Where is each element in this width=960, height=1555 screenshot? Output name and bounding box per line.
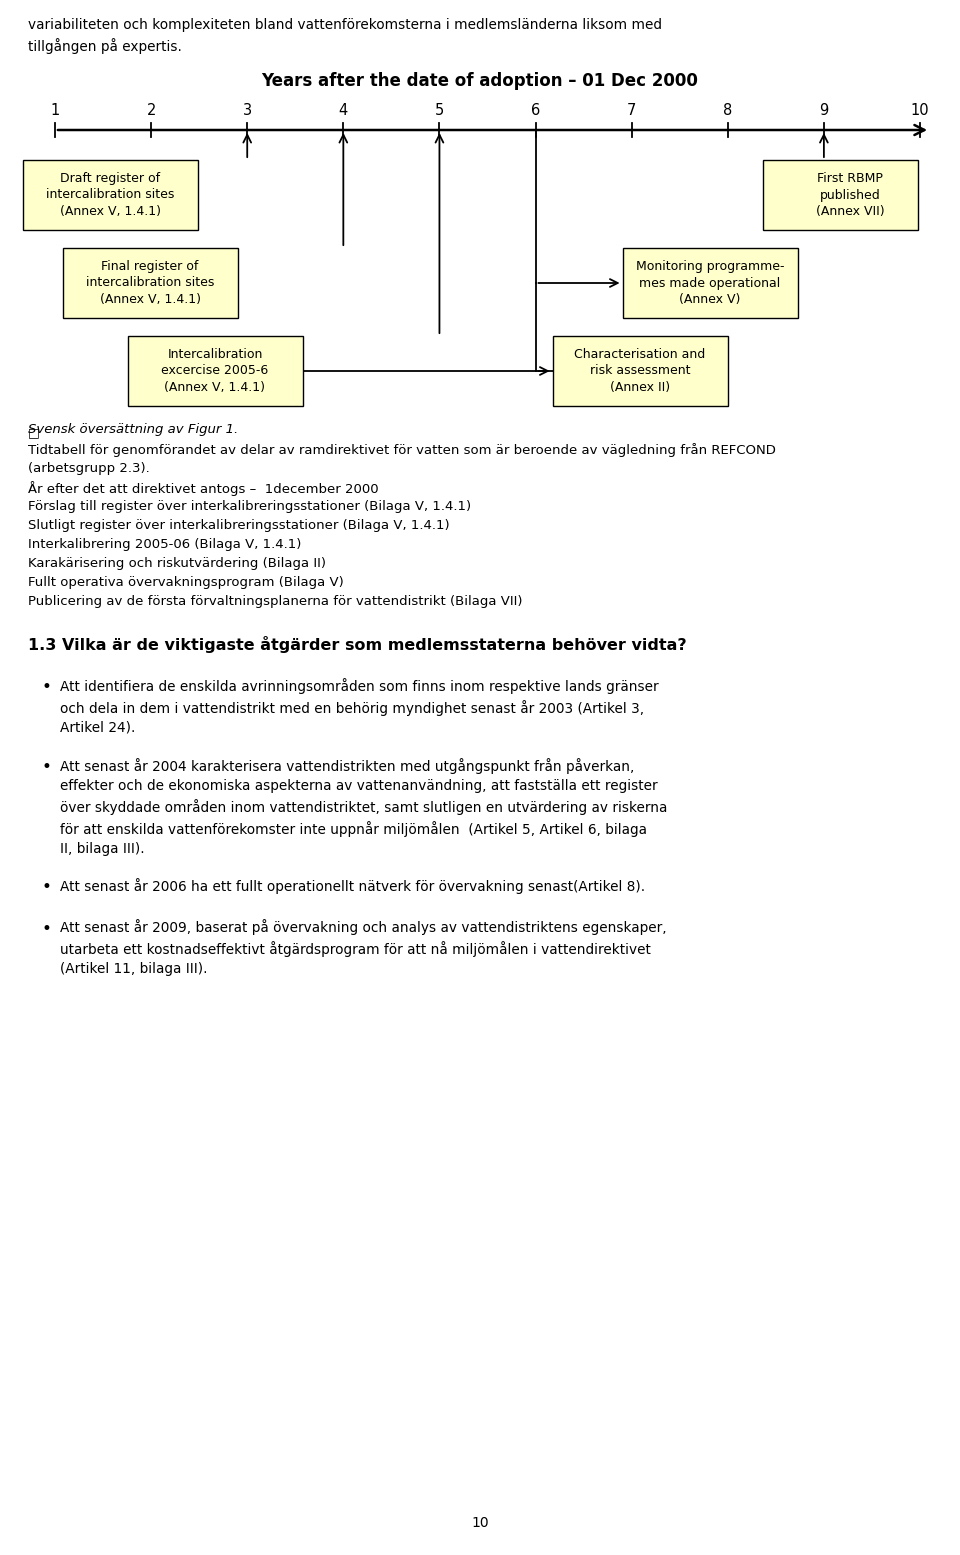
- Text: Att identifiera de enskilda avrinningsområden som finns inom respektive lands gr: Att identifiera de enskilda avrinningsom…: [60, 678, 659, 734]
- Text: År efter det att direktivet antogs –  1december 2000: År efter det att direktivet antogs – 1de…: [28, 480, 378, 496]
- Bar: [128, 336, 302, 406]
- Text: Tidtabell för genomförandet av delar av ramdirektivet för vatten som är beroende: Tidtabell för genomförandet av delar av …: [28, 443, 776, 457]
- Text: •: •: [42, 919, 52, 938]
- Text: Att senast år 2004 karakterisera vattendistrikten med utgångspunkt från påverkan: Att senast år 2004 karakterisera vattend…: [60, 759, 667, 855]
- Text: First RBMP
published
(Annex VII): First RBMP published (Annex VII): [816, 173, 884, 218]
- Bar: [62, 247, 237, 319]
- Text: 6: 6: [531, 103, 540, 118]
- Text: Draft register of
intercalibration sites
(Annex V, 1.4.1): Draft register of intercalibration sites…: [46, 173, 174, 218]
- Text: 1.3 Vilka är de viktigaste åtgärder som medlemsstaterna behöver vidta?: 1.3 Vilka är de viktigaste åtgärder som …: [28, 636, 686, 653]
- Text: Förslag till register över interkalibreringsstationer (Bilaga V, 1.4.1): Förslag till register över interkalibrer…: [28, 501, 471, 513]
- Text: Intercalibration
excercise 2005-6
(Annex V, 1.4.1): Intercalibration excercise 2005-6 (Annex…: [161, 348, 269, 393]
- Text: (arbetsgrupp 2.3).: (arbetsgrupp 2.3).: [28, 462, 150, 474]
- Text: 10: 10: [911, 103, 929, 118]
- Text: Att senast år 2009, baserat på övervakning och analys av vattendistriktens egens: Att senast år 2009, baserat på övervakni…: [60, 919, 666, 977]
- Text: •: •: [42, 678, 52, 697]
- Bar: [553, 336, 728, 406]
- Text: Monitoring programme-
mes made operational
(Annex V): Monitoring programme- mes made operation…: [636, 260, 784, 306]
- Text: 10: 10: [471, 1516, 489, 1530]
- Text: Interkalibrering 2005-06 (Bilaga V, 1.4.1): Interkalibrering 2005-06 (Bilaga V, 1.4.…: [28, 538, 301, 550]
- Text: Fullt operativa övervakningsprogram (Bilaga V): Fullt operativa övervakningsprogram (Bil…: [28, 575, 344, 589]
- Text: 3: 3: [243, 103, 252, 118]
- Text: □: □: [28, 426, 39, 439]
- Text: Publicering av de första förvaltningsplanerna för vattendistrikt (Bilaga VII): Publicering av de första förvaltningspla…: [28, 596, 522, 608]
- Text: Final register of
intercalibration sites
(Annex V, 1.4.1): Final register of intercalibration sites…: [85, 260, 214, 306]
- Text: tillgången på expertis.: tillgången på expertis.: [28, 37, 181, 54]
- Text: Years after the date of adoption – 01 Dec 2000: Years after the date of adoption – 01 De…: [261, 72, 699, 90]
- Text: 2: 2: [147, 103, 156, 118]
- Text: 4: 4: [339, 103, 348, 118]
- Text: 9: 9: [819, 103, 828, 118]
- Bar: [762, 160, 918, 230]
- Text: 5: 5: [435, 103, 444, 118]
- Text: Characterisation and
risk assessment
(Annex II): Characterisation and risk assessment (An…: [574, 348, 706, 393]
- Text: variabiliteten och komplexiteten bland vattenförekomsterna i medlemsländerna lik: variabiliteten och komplexiteten bland v…: [28, 19, 662, 33]
- Text: Slutligt register över interkalibreringsstationer (Bilaga V, 1.4.1): Slutligt register över interkalibrerings…: [28, 519, 449, 532]
- Text: •: •: [42, 879, 52, 896]
- Bar: [622, 247, 798, 319]
- Text: Karakärisering och riskutvärdering (Bilaga II): Karakärisering och riskutvärdering (Bila…: [28, 557, 326, 571]
- Text: Att senast år 2006 ha ett fullt operationellt nätverk för övervakning senast(Art: Att senast år 2006 ha ett fullt operatio…: [60, 879, 645, 894]
- Text: Svensk översättning av Figur 1.: Svensk översättning av Figur 1.: [28, 423, 238, 435]
- Bar: [22, 160, 198, 230]
- Text: 7: 7: [627, 103, 636, 118]
- Text: 1: 1: [50, 103, 60, 118]
- Text: •: •: [42, 759, 52, 776]
- Text: 8: 8: [723, 103, 732, 118]
